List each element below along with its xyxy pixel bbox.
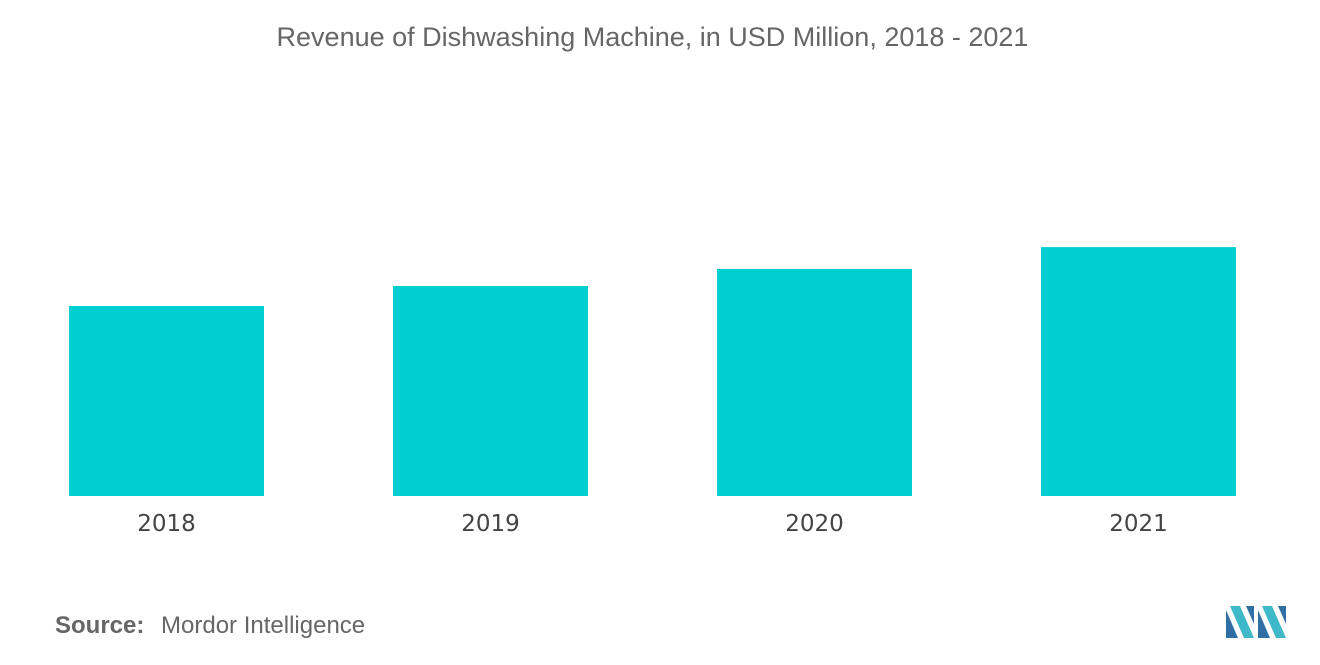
x-tick-label-2019: 2019 [461, 511, 520, 537]
mordor-intelligence-logo-icon [1226, 606, 1286, 638]
source-note: Source: Mordor Intelligence [55, 612, 365, 640]
source-label: Source: [55, 612, 145, 639]
x-tick-label-2018: 2018 [137, 511, 196, 537]
chart-title: Revenue of Dishwashing Machine, in USD M… [276, 22, 1029, 52]
bar-2018 [69, 306, 264, 496]
bar-2019 [393, 286, 588, 496]
bar-2020 [717, 268, 912, 496]
bar-2021 [1041, 247, 1236, 496]
source-value: Mordor Intelligence [161, 612, 366, 639]
bars-group [69, 247, 1236, 496]
x-tick-label-2021: 2021 [1109, 511, 1168, 537]
x-tick-labels: 2018 2019 2020 2021 [137, 511, 1168, 537]
bar-chart: 2018 2019 2020 2021 [69, 247, 1236, 537]
x-tick-label-2020: 2020 [785, 511, 844, 537]
